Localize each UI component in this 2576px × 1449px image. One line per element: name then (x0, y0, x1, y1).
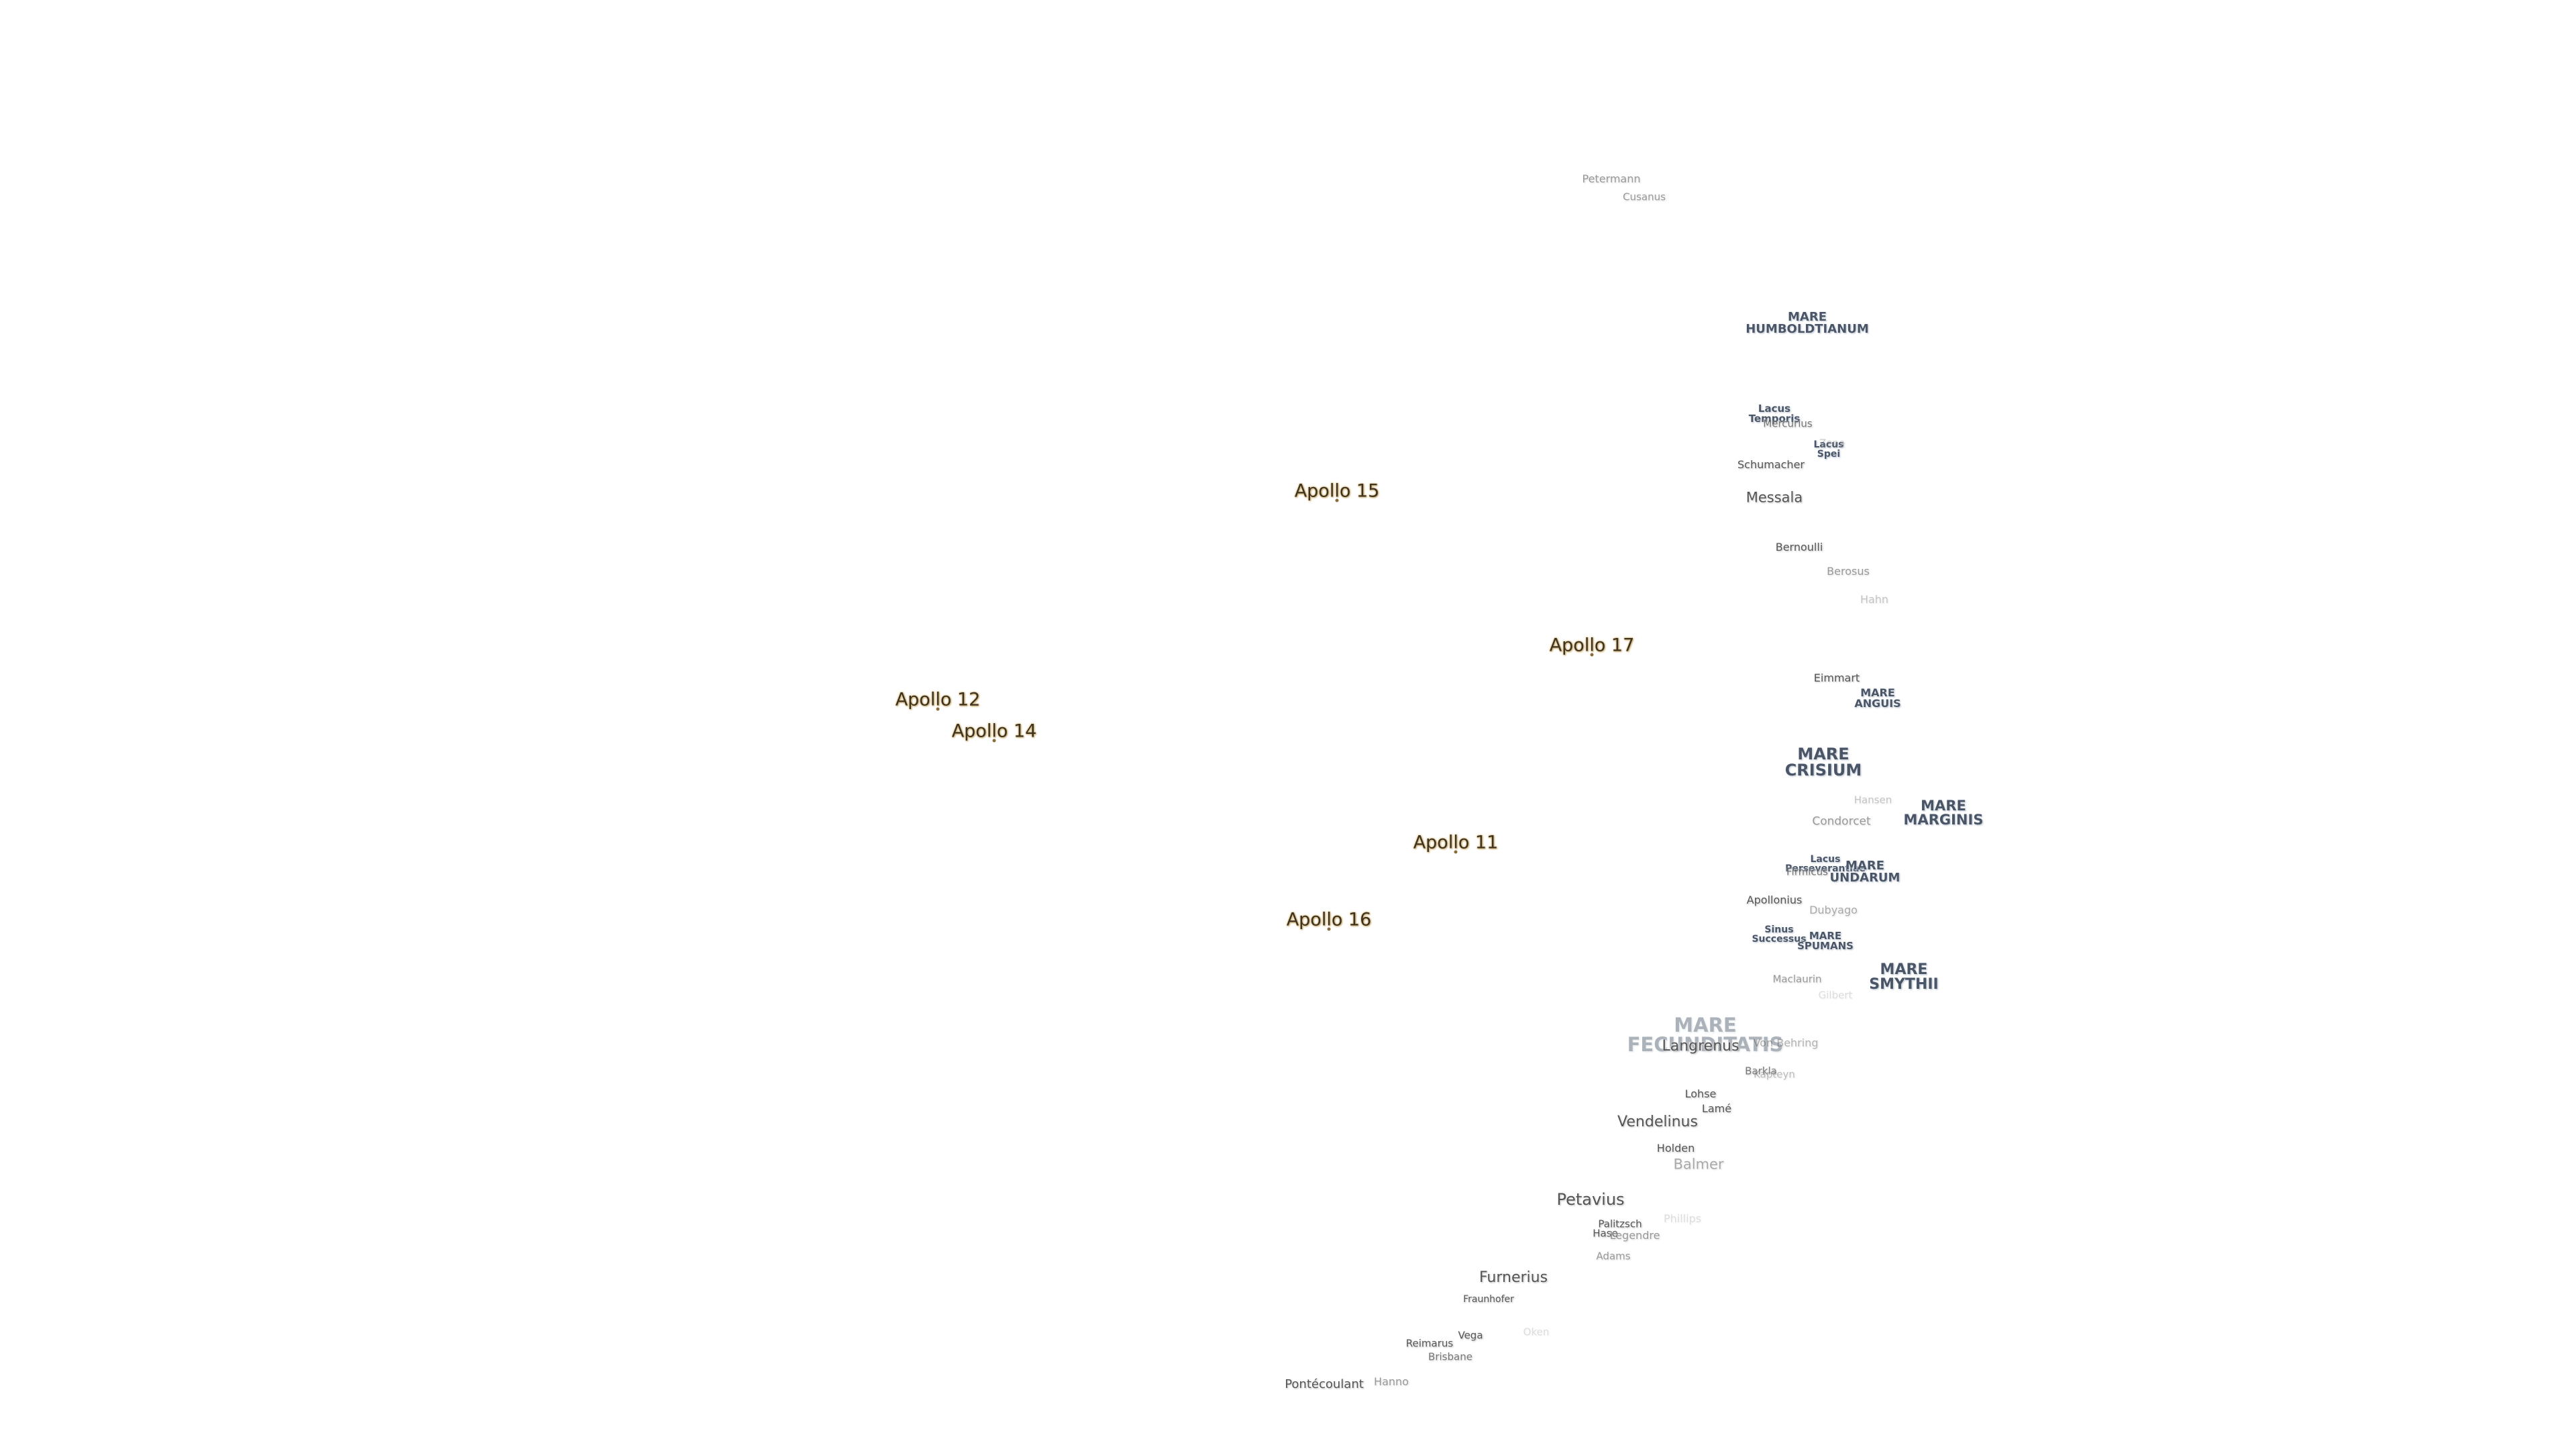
crater-label: Dubyago (1809, 904, 1858, 916)
crater-label: Petermann (1582, 172, 1641, 185)
crater-label: Barkla (1745, 1065, 1777, 1077)
crater-label: Petavius (1556, 1190, 1625, 1209)
crater-label: Palitzsch (1598, 1218, 1642, 1230)
crater-label: Reimarus (1405, 1337, 1454, 1350)
mare-label: Lacus Spei (1813, 439, 1844, 460)
crater-label: Phillips (1663, 1212, 1702, 1225)
crater-label: Bernoulli (1775, 541, 1823, 553)
crater-label: Vega (1458, 1329, 1483, 1342)
crater-label: Balmer (1673, 1156, 1724, 1173)
mare-label: MARE SMYTHII (1869, 961, 1939, 993)
crater-label: Adams (1596, 1250, 1631, 1263)
crater-label: Fraunhofer (1463, 1294, 1514, 1305)
crater-label: Lamé (1701, 1102, 1732, 1115)
crater-label: Brisbane (1428, 1350, 1472, 1363)
apollo-site-label: Apollo 15 (1294, 480, 1380, 502)
crater-label: Condorcet (1812, 814, 1871, 828)
crater-label: Hase (1593, 1227, 1618, 1240)
crater-label: Vendelinus (1617, 1114, 1698, 1130)
crater-label: Langrenus (1662, 1038, 1739, 1055)
mare-label: MARE MARGINIS (1903, 798, 1984, 828)
mare-label: Sinus Successus (1752, 924, 1807, 945)
mare-label: MARE CRISIUM (1784, 745, 1862, 780)
crater-label: Hahn (1860, 593, 1889, 606)
crater-label: Kapteyn (1754, 1068, 1795, 1081)
crater-label: Firmicus (1786, 865, 1828, 878)
landing-marker (1590, 653, 1594, 657)
crater-label: Von Behring (1753, 1036, 1819, 1049)
crater-label: Gilbert (1818, 989, 1853, 1002)
crater-label: Cusanus (1623, 191, 1666, 203)
crater-label: Apollonius (1746, 894, 1803, 906)
crater-label: Eimmart (1813, 672, 1860, 684)
mare-label: MARE ANGUIS (1854, 686, 1901, 710)
crater-label: Messala (1746, 489, 1803, 506)
crater-label: Berosus (1827, 565, 1870, 578)
mare-label: MARE HUMBOLDTIANUM (1746, 310, 1869, 336)
mare-label: MARE UNDARUM (1829, 859, 1900, 885)
crater-label: Hansen (1854, 794, 1892, 806)
landing-marker (992, 739, 996, 743)
landing-marker (1454, 850, 1458, 854)
landing-marker (1335, 498, 1339, 502)
mare-label: MARE SPUMANS (1797, 930, 1854, 952)
mare-label: Lacus Perseverantiae (1785, 854, 1866, 874)
crater-label: Legendre (1609, 1229, 1660, 1242)
apollo-site-label: Apollo 17 (1549, 635, 1635, 656)
crater-label: Schumacher (1737, 458, 1805, 471)
crater-label: Mercurius (1763, 417, 1813, 430)
crater-label: Maclaurin (1772, 973, 1822, 985)
landing-marker (936, 707, 940, 711)
landing-marker (1327, 927, 1331, 931)
apollo-site-label: Apollo 14 (951, 720, 1037, 742)
apollo-site-label: Apollo 11 (1413, 832, 1499, 853)
mare-label: MARE FECUNDITATIS (1627, 1014, 1784, 1056)
crater-label: Pontécoulant (1285, 1377, 1364, 1391)
crater-label: Zeno (1819, 437, 1845, 449)
crater-label: Holden (1656, 1142, 1695, 1155)
mare-label: Lacus Temporis (1748, 402, 1801, 425)
crater-label: Lohse (1684, 1087, 1717, 1100)
crater-label: Hanno (1374, 1375, 1409, 1388)
crater-label: Furnerius (1479, 1269, 1548, 1286)
apollo-site-label: Apollo 16 (1286, 909, 1372, 930)
apollo-site-label: Apollo 12 (895, 689, 981, 710)
crater-label: Oken (1523, 1326, 1550, 1338)
